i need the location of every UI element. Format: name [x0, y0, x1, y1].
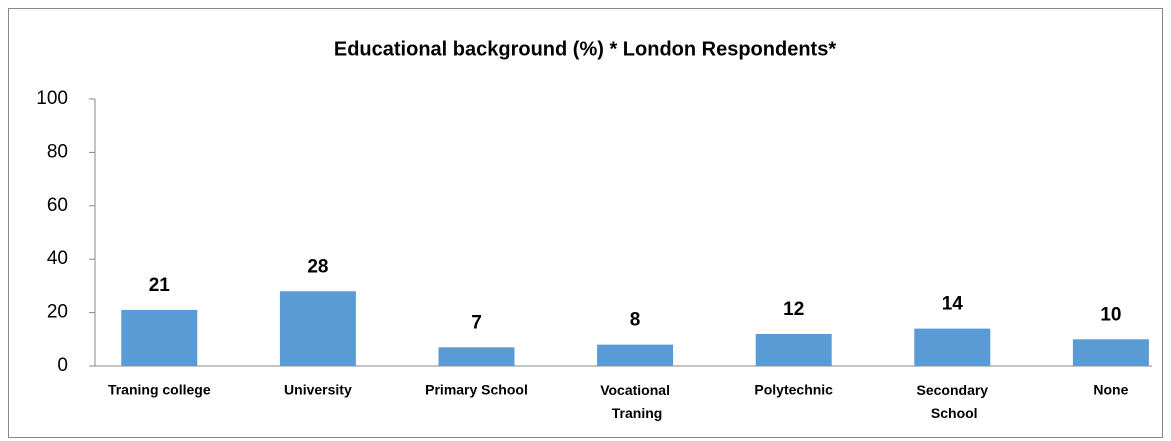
x-tick-label: University — [284, 382, 352, 398]
chart-border — [8, 8, 1163, 438]
y-tick-label: 100 — [36, 88, 68, 109]
x-tick-label: Secondary School — [917, 382, 989, 421]
value-label: 8 — [630, 310, 641, 331]
x-tick-label: None — [1093, 382, 1128, 398]
value-label: 14 — [942, 294, 964, 315]
chart-title: Educational background (%) * London Resp… — [334, 38, 836, 60]
bar — [1072, 339, 1149, 366]
value-label: 21 — [149, 275, 171, 296]
x-tick-label: Vocational Traning — [600, 382, 670, 421]
y-tick-label: 80 — [47, 141, 68, 162]
bar — [279, 291, 356, 366]
x-tick-label: Traning college — [108, 382, 211, 398]
value-label: 28 — [307, 256, 328, 277]
x-tick-label: Polytechnic — [754, 382, 833, 398]
y-tick-label: 60 — [47, 195, 68, 216]
bar — [755, 333, 832, 366]
value-label: 10 — [1100, 304, 1121, 325]
value-label: 12 — [783, 299, 804, 320]
bar — [121, 309, 198, 366]
y-tick-label: 40 — [47, 248, 68, 269]
bar — [438, 347, 515, 366]
bar — [914, 328, 991, 366]
value-label: 7 — [471, 312, 482, 333]
y-tick-label: 0 — [57, 355, 68, 376]
x-tick-label: Primary School — [425, 382, 528, 398]
y-tick-label: 20 — [47, 302, 68, 323]
bar — [597, 344, 674, 366]
